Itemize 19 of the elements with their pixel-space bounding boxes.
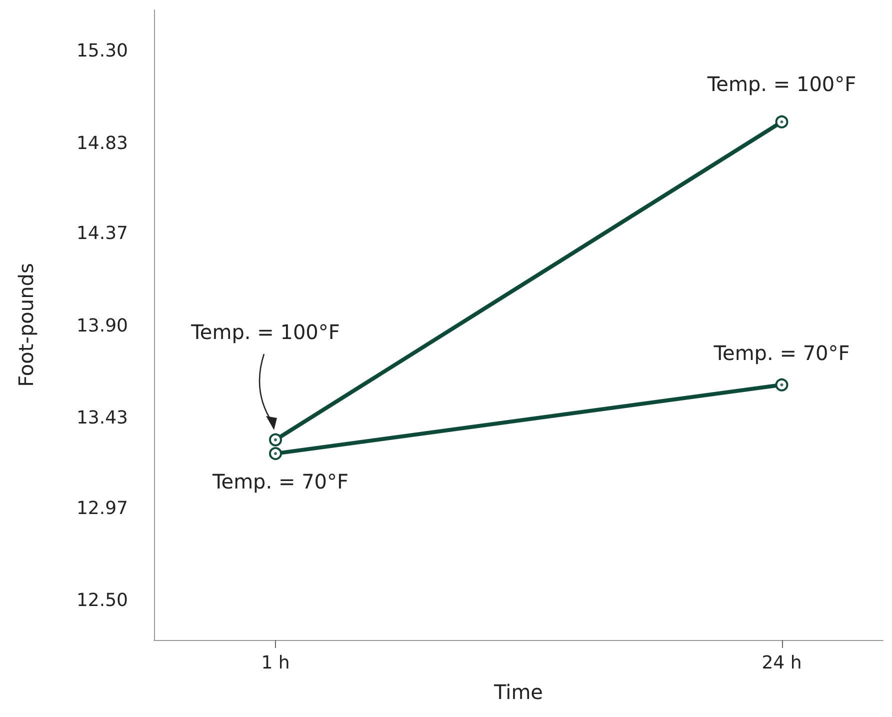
point: [775, 378, 788, 392]
point: [269, 447, 282, 460]
x-axis-title: Time: [493, 680, 543, 704]
y-tick-label: 12.50: [76, 590, 128, 612]
x-tick-label: 24 h: [762, 652, 802, 674]
y-tick-label: 13.43: [76, 408, 128, 429]
y-tick-label: 15.30: [76, 40, 128, 62]
y-tick-label: 13.90: [76, 315, 128, 336]
annotation: Temp. = 100°F: [190, 320, 340, 344]
y-tick-label: 14.37: [76, 223, 128, 244]
annotation: Temp. = 70°F: [712, 340, 850, 365]
y-axis-title: Foot-pounds: [14, 263, 38, 387]
y-tick-label: 12.97: [76, 498, 128, 520]
point: [269, 433, 282, 446]
annotation: Temp. = 100°F: [706, 72, 856, 96]
y-tick-label: 14.83: [76, 132, 128, 154]
annotation: Temp. = 70°F: [211, 470, 349, 494]
x-tick-label: 1 h: [261, 652, 290, 674]
point: [775, 115, 788, 128]
